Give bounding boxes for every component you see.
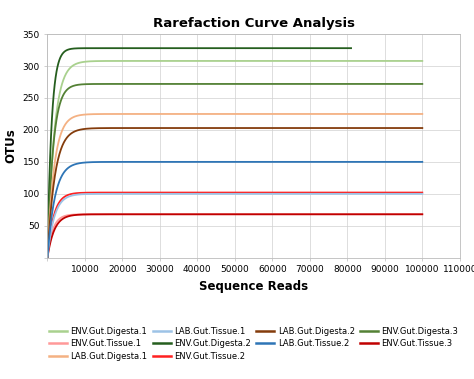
- Y-axis label: OTUs: OTUs: [4, 128, 17, 163]
- X-axis label: Sequence Reads: Sequence Reads: [199, 280, 308, 293]
- Title: Rarefaction Curve Analysis: Rarefaction Curve Analysis: [153, 17, 355, 30]
- Legend: ENV.Gut.Digesta.1, ENV.Gut.Tissue.1, LAB.Gut.Digesta.1, LAB.Gut.Tissue.1, ENV.Gu: ENV.Gut.Digesta.1, ENV.Gut.Tissue.1, LAB…: [46, 324, 461, 363]
